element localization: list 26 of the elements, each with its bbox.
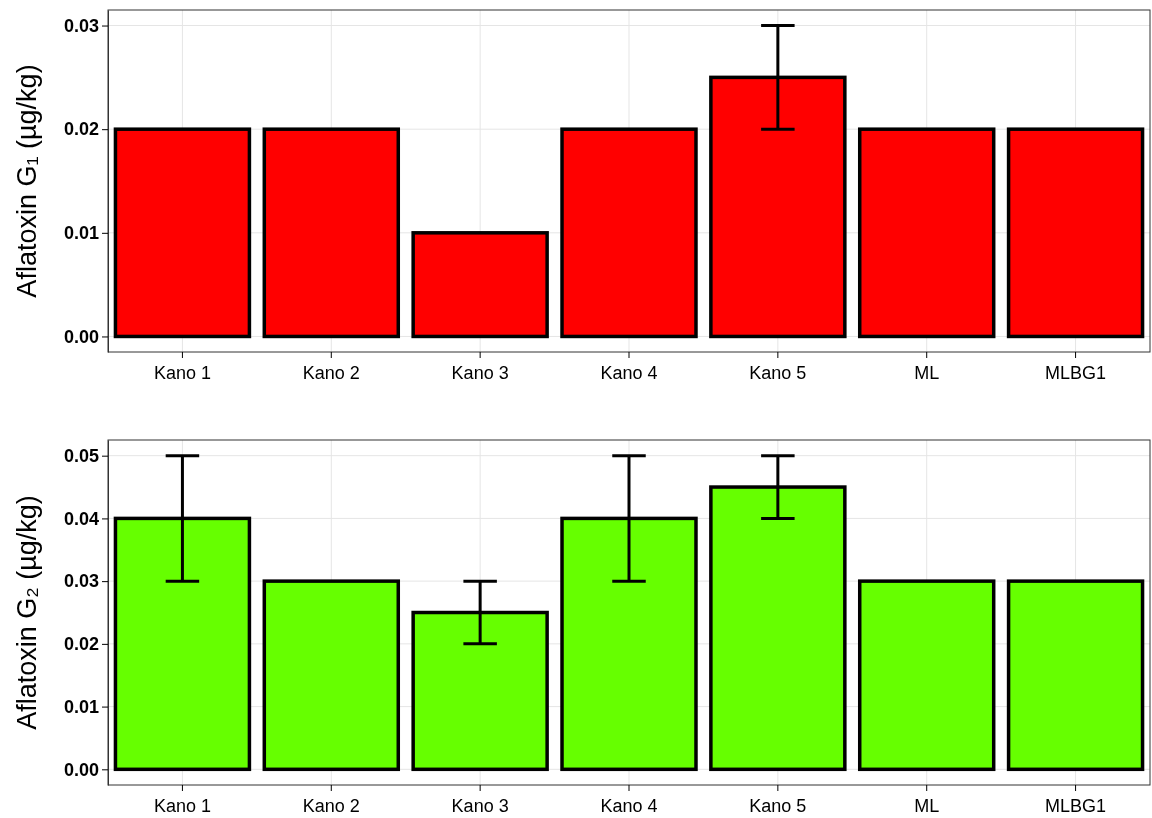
- y-tick-label: 0.02: [63, 634, 99, 655]
- x-tick-label: Kano 4: [600, 796, 658, 816]
- y-tick-label: 0.01: [63, 223, 99, 244]
- x-tick-label: Kano 1: [153, 363, 211, 383]
- y-tick-label: 0.02: [63, 119, 99, 140]
- x-tick-label: Kano 3: [451, 796, 509, 816]
- x-tick-label: ML: [914, 363, 940, 383]
- x-tick-label: Kano 2: [302, 363, 360, 383]
- y-tick-label: 0.00: [63, 759, 99, 780]
- y-tick-label: 0.01: [63, 696, 99, 717]
- x-tick-label: Kano 3: [451, 363, 509, 383]
- x-tick-label: MLBG1: [1045, 796, 1107, 816]
- y-tick-label: 0.04: [63, 508, 99, 529]
- x-tick-label: Kano 1: [153, 796, 211, 816]
- x-tick-label: Kano 2: [302, 796, 360, 816]
- x-tick-label: Kano 5: [749, 363, 807, 383]
- x-tick-label: ML: [914, 796, 940, 816]
- y-tick-label: 0.03: [63, 571, 99, 592]
- x-tick-label: MLBG1: [1045, 363, 1107, 383]
- y-tick-label: 0.03: [63, 15, 99, 36]
- y-tick-label: 0.00: [63, 326, 99, 347]
- x-tick-label: Kano 4: [600, 363, 658, 383]
- y-tick-label: 0.05: [63, 445, 99, 466]
- y-axis-title: Aflatoxin G₁ (µg/kg): [12, 64, 42, 298]
- x-tick-label: Kano 5: [749, 796, 807, 816]
- y-axis-title: Aflatoxin G₂ (µg/kg): [12, 495, 42, 730]
